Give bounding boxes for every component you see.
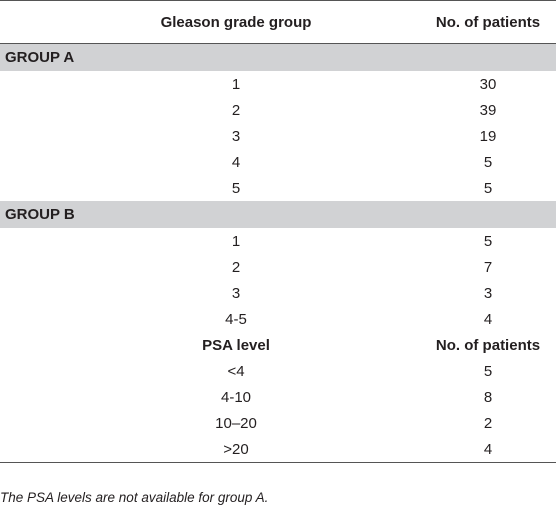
patients-cell: 30 — [479, 75, 497, 93]
grade-cell: 3 — [231, 284, 241, 302]
table-row: >20 4 — [0, 436, 556, 462]
table-row: 4 5 — [0, 149, 556, 175]
patients-cell: 7 — [483, 258, 493, 276]
psa-level-cell: <4 — [227, 362, 245, 380]
header-psa-no-of-patients: No. of patients — [435, 336, 541, 354]
patients-cell: 5 — [483, 232, 493, 250]
patients-cell: 4 — [483, 440, 493, 458]
header-gleason-grade-group: Gleason grade group — [160, 13, 312, 31]
patients-cell: 3 — [483, 284, 493, 302]
table-row: 1 5 — [0, 228, 556, 254]
psa-level-cell: >20 — [223, 440, 249, 458]
patient-table: Gleason grade group No. of patients GROU… — [0, 0, 556, 463]
bottom-rule — [0, 462, 556, 463]
patients-cell: 8 — [483, 388, 493, 406]
patients-cell: 5 — [483, 362, 493, 380]
grade-cell: 1 — [231, 75, 241, 93]
top-rule — [0, 0, 556, 1]
patients-cell: 19 — [479, 127, 497, 145]
table-row: 2 7 — [0, 254, 556, 280]
grade-cell: 5 — [231, 179, 241, 197]
patients-cell: 5 — [483, 179, 493, 197]
table-row: 3 3 — [0, 280, 556, 306]
table-row: <4 5 — [0, 358, 556, 384]
table-row: 4-5 4 — [0, 306, 556, 332]
table-row: 1 30 — [0, 71, 556, 97]
patients-cell: 5 — [483, 153, 493, 171]
grade-cell: 1 — [231, 232, 241, 250]
psa-subheader-row: PSA level No. of patients — [0, 332, 556, 358]
grade-cell: 3 — [231, 127, 241, 145]
table-row: 3 19 — [0, 123, 556, 149]
grade-cell: 2 — [231, 258, 241, 276]
group-b-label: GROUP B — [0, 201, 556, 228]
table-row: 4-10 8 — [0, 384, 556, 410]
grade-cell: 4-5 — [225, 310, 247, 328]
patients-cell: 2 — [483, 414, 493, 432]
psa-level-cell: 4-10 — [220, 388, 252, 406]
table-row: 10–20 2 — [0, 410, 556, 436]
psa-level-cell: 10–20 — [215, 414, 257, 432]
grade-cell: 2 — [231, 101, 241, 119]
table-row: 5 5 — [0, 175, 556, 201]
group-a-label: GROUP A — [0, 44, 556, 71]
grade-cell: 4 — [231, 153, 241, 171]
patients-cell: 39 — [479, 101, 497, 119]
patients-cell: 4 — [483, 310, 493, 328]
table-row: 2 39 — [0, 97, 556, 123]
table-header: Gleason grade group No. of patients — [0, 1, 556, 44]
header-no-of-patients: No. of patients — [435, 13, 541, 31]
header-psa-level: PSA level — [202, 336, 270, 354]
table-footnote: The PSA levels are not available for gro… — [0, 490, 269, 505]
